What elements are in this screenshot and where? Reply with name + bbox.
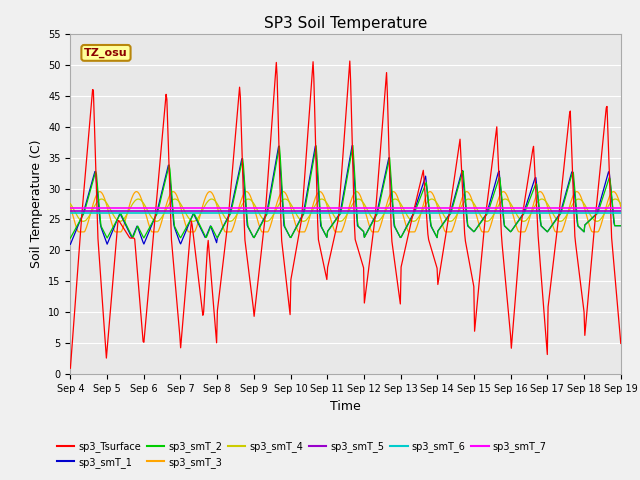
sp3_smT_4 [67,201,74,206]
sp3_smT_1 [348,143,356,149]
sp3_smT_1 [413,199,421,205]
sp3_Tsurface [429,252,437,258]
sp3_smT_6 [218,210,226,216]
Title: SP3 Soil Temperature: SP3 Soil Temperature [264,16,428,31]
sp3_smT_5 [189,208,196,214]
sp3_smT_4 [520,218,527,224]
sp3_smT_5 [67,208,74,214]
Y-axis label: Soil Temperature (C): Soil Temperature (C) [29,140,43,268]
Line: sp3_Tsurface: sp3_Tsurface [70,61,621,368]
sp3_Tsurface [617,340,625,346]
Legend: sp3_Tsurface, sp3_smT_1, sp3_smT_2, sp3_smT_3, sp3_smT_4, sp3_smT_5, sp3_smT_6, : sp3_Tsurface, sp3_smT_1, sp3_smT_2, sp3_… [52,437,550,472]
sp3_smT_7 [218,205,226,211]
Line: sp3_smT_4: sp3_smT_4 [70,199,621,221]
sp3_smT_7 [67,205,74,211]
sp3_Tsurface [77,231,84,237]
sp3_smT_4 [429,196,436,202]
sp3_smT_3 [75,229,83,235]
sp3_smT_1 [77,217,84,223]
sp3_smT_5 [617,208,625,214]
sp3_Tsurface [133,264,141,270]
sp3_smT_1 [67,241,74,247]
sp3_smT_2 [413,203,421,209]
sp3_smT_5 [413,208,420,214]
sp3_smT_5 [218,208,226,214]
sp3_smT_6 [429,210,436,216]
sp3_smT_4 [501,196,509,202]
sp3_smT_2 [429,227,437,233]
sp3_Tsurface [218,269,226,275]
sp3_smT_3 [77,229,85,235]
sp3_smT_1 [133,223,141,229]
sp3_smT_2 [349,143,356,148]
sp3_smT_4 [617,201,625,206]
sp3_smT_4 [218,209,226,215]
sp3_smT_2 [77,217,84,223]
sp3_smT_6 [413,210,420,216]
sp3_smT_4 [77,217,84,223]
Line: sp3_smT_2: sp3_smT_2 [70,145,621,238]
sp3_smT_1 [189,212,196,217]
Text: TZ_osu: TZ_osu [84,48,128,58]
sp3_smT_2 [218,227,226,232]
sp3_Tsurface [189,228,196,234]
Line: sp3_smT_1: sp3_smT_1 [70,146,621,244]
sp3_smT_1 [429,228,437,233]
sp3_smT_5 [77,208,84,214]
sp3_smT_2 [133,224,141,230]
sp3_smT_6 [189,210,196,216]
sp3_smT_3 [219,223,227,229]
sp3_Tsurface [413,193,421,199]
sp3_smT_7 [413,205,420,211]
sp3_smT_5 [429,208,436,214]
sp3_smT_3 [414,221,422,227]
sp3_smT_1 [218,226,226,232]
sp3_smT_3 [190,229,198,235]
sp3_smT_7 [617,205,625,211]
sp3_smT_6 [77,210,84,216]
sp3_smT_4 [413,217,420,223]
sp3_smT_6 [133,210,141,216]
sp3_smT_7 [133,205,141,211]
sp3_smT_7 [77,205,84,211]
sp3_smT_3 [134,189,141,195]
sp3_smT_3 [430,193,438,199]
Line: sp3_smT_3: sp3_smT_3 [70,192,621,232]
sp3_smT_3 [280,189,287,194]
sp3_smT_7 [429,205,436,211]
sp3_smT_2 [67,235,74,241]
sp3_Tsurface [67,365,74,371]
sp3_smT_3 [617,204,625,209]
sp3_smT_7 [189,205,196,211]
sp3_smT_6 [67,210,74,216]
X-axis label: Time: Time [330,400,361,413]
sp3_smT_1 [617,223,625,228]
sp3_smT_2 [617,223,625,228]
sp3_smT_4 [133,196,141,202]
sp3_smT_4 [189,218,196,224]
sp3_smT_3 [67,204,74,209]
sp3_Tsurface [346,58,354,64]
sp3_smT_6 [617,210,625,216]
sp3_smT_5 [133,208,141,214]
sp3_smT_2 [189,213,196,218]
